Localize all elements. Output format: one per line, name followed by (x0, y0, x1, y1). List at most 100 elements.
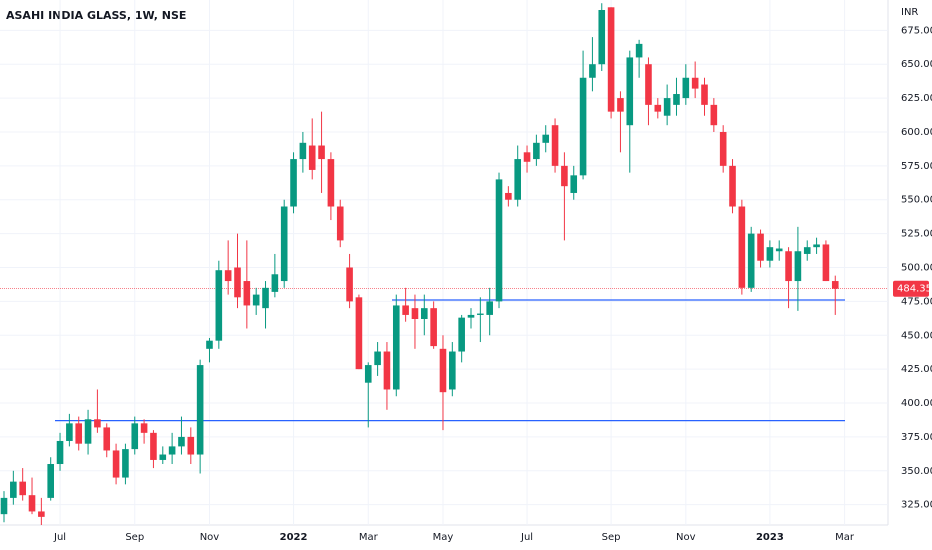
candle-body (607, 7, 615, 112)
candle-body (56, 440, 64, 465)
candle-body (327, 159, 335, 207)
y-tick-label: 325.00 (901, 500, 932, 511)
x-tick-label: 2022 (280, 532, 308, 543)
y-tick-label: 425.00 (901, 364, 932, 375)
x-tick-label: Sep (602, 532, 621, 543)
currency-label: INR (901, 7, 918, 18)
candle-body (168, 446, 176, 455)
candle-body (355, 297, 363, 370)
candle-body (75, 423, 83, 444)
candle-body (505, 192, 512, 200)
y-tick-label: 475.00 (901, 296, 932, 307)
last-price-box (893, 280, 929, 297)
candle-body (626, 57, 634, 126)
candle-body (682, 77, 690, 99)
candle-body (439, 348, 447, 393)
candle-body (140, 423, 148, 433)
candle-body (701, 84, 708, 105)
candle-body (617, 98, 624, 112)
candle-body (178, 436, 185, 447)
candle-body (645, 64, 652, 105)
candle-body (673, 94, 680, 105)
candle-body (234, 267, 241, 298)
x-tick-label: Nov (200, 532, 220, 543)
candle-body (215, 270, 223, 341)
candle-body (0, 497, 8, 515)
x-tick-label: 2023 (756, 532, 784, 543)
candle-body (383, 351, 391, 390)
y-tick-label: 525.00 (901, 229, 932, 240)
y-tick-label: 500.00 (901, 263, 932, 274)
candle-body (392, 305, 400, 390)
candle-body (803, 247, 811, 254)
candle-body (364, 365, 372, 383)
candle-body (84, 419, 92, 444)
chart-title: ASAHI INDIA GLASS, 1W, NSE (6, 9, 186, 22)
candle-body (318, 145, 325, 160)
candle-body (533, 142, 540, 160)
candle-body (813, 244, 820, 248)
x-tick-label: Mar (359, 532, 379, 543)
y-tick-label: 450.00 (901, 330, 932, 341)
candle-body (224, 270, 232, 282)
candle-body (346, 267, 353, 302)
candle-body (775, 248, 783, 252)
candle-body (570, 175, 578, 193)
y-tick-label: 350.00 (901, 466, 932, 477)
y-tick-label: 550.00 (901, 195, 932, 206)
candle-body (477, 313, 484, 315)
x-tick-label: Jul (53, 532, 66, 543)
y-tick-label: 675.00 (901, 25, 932, 36)
candle-body (579, 77, 587, 176)
candle-body (831, 281, 839, 289)
x-tick-label: May (433, 532, 454, 543)
candle-body (542, 134, 550, 143)
candle-body (598, 10, 606, 65)
candle-body (402, 305, 409, 315)
candle-body (38, 511, 45, 517)
candle-body (486, 301, 493, 315)
candle-body (122, 449, 129, 478)
candle-body (131, 423, 139, 450)
candle-body (822, 244, 830, 282)
y-tick-label: 375.00 (901, 432, 932, 443)
candle-body (280, 206, 288, 282)
candle-body (196, 365, 204, 455)
candle-body (28, 495, 36, 512)
candle-body (187, 436, 195, 455)
candle-body (663, 98, 671, 116)
y-tick-label: 625.00 (901, 93, 932, 104)
y-tick-label: 600.00 (901, 127, 932, 138)
candle-body (589, 64, 596, 78)
candle-body (112, 450, 120, 478)
candle-body (794, 251, 802, 282)
candle-body (710, 104, 718, 126)
x-tick-label: Mar (835, 532, 855, 543)
x-tick-label: Sep (125, 532, 144, 543)
candle-body (458, 317, 465, 352)
candle-body (514, 159, 521, 200)
candle-body (523, 152, 531, 162)
candle-body (421, 308, 428, 319)
candle-body (561, 165, 568, 187)
candle-body (159, 454, 167, 460)
candle-body (150, 432, 157, 460)
y-tick-label: 400.00 (901, 398, 932, 409)
candle-body (467, 314, 475, 318)
candle-body (738, 206, 746, 288)
candle-body (719, 131, 727, 166)
candle-body (551, 125, 559, 166)
y-tick-label: 650.00 (901, 59, 932, 70)
candle-body (757, 233, 764, 261)
candle-body (495, 179, 503, 302)
x-tick-label: Nov (676, 532, 696, 543)
candle-body (103, 427, 111, 451)
candle-body (654, 104, 662, 112)
candle-body (449, 351, 456, 390)
candle-body (785, 251, 792, 282)
candle-body (299, 142, 307, 160)
candle-body (374, 351, 381, 366)
candle-body (252, 294, 260, 306)
candle-body (430, 308, 437, 347)
